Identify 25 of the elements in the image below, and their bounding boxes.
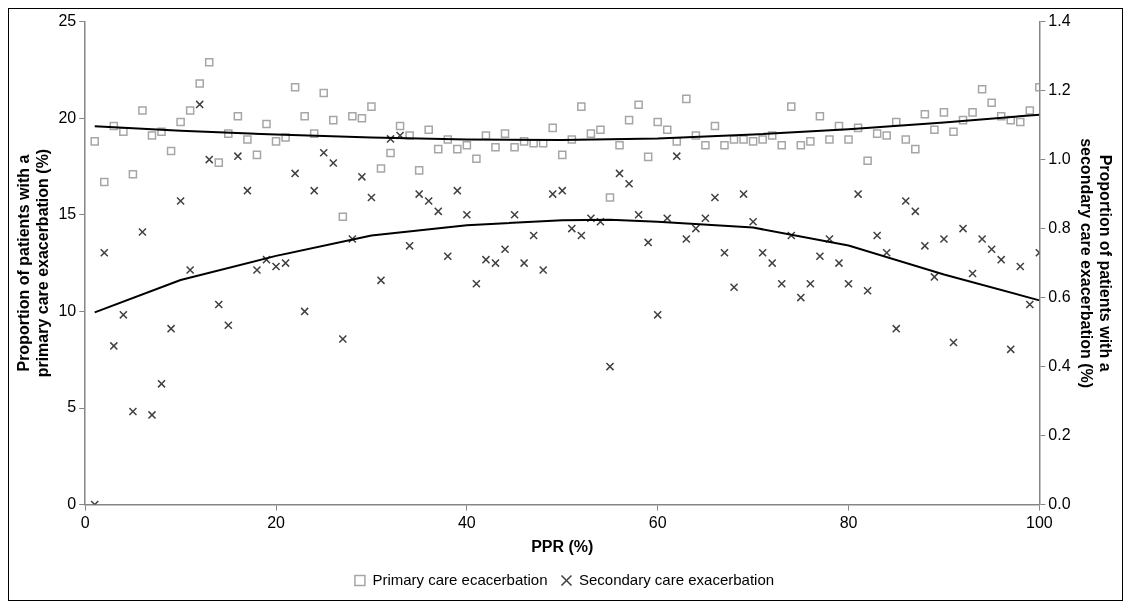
y2-tick-label: 0.0 — [1048, 495, 1071, 513]
x-tick-label: 20 — [267, 513, 286, 531]
legend-label: Primary care ecacerbation — [372, 570, 548, 588]
legend-label: Secondary care exacerbation — [578, 570, 775, 588]
y2-tick-label: 1.2 — [1048, 81, 1071, 99]
x-tick-label: 0 — [80, 513, 90, 531]
y-tick-label: 20 — [58, 108, 77, 126]
y-tick-label: 0 — [67, 495, 77, 513]
y2-tick-label: 1.0 — [1048, 150, 1071, 168]
y2-tick-label: 1.4 — [1048, 12, 1071, 30]
y2-tick-label: 0.6 — [1048, 288, 1071, 306]
y2-axis-title: Proportion of patients with a secondary care exacerbation (%) — [1077, 138, 1114, 389]
y-tick-label: 15 — [58, 205, 77, 223]
x-tick-label: 100 — [1026, 513, 1053, 531]
x-tick-label: 80 — [839, 513, 858, 531]
x-tick-label: 60 — [648, 513, 667, 531]
x-axis-title: PPR (%) — [531, 537, 594, 555]
y-tick-label: 5 — [67, 398, 77, 416]
y-axis-title: Proportion of patients with a primary care exacerbation (%) — [15, 148, 52, 378]
y2-tick-label: 0.4 — [1048, 357, 1071, 375]
y2-tick-label: 0.8 — [1048, 219, 1071, 237]
y-tick-label: 25 — [58, 12, 77, 30]
y2-tick-label: 0.2 — [1048, 426, 1071, 444]
x-tick-label: 40 — [457, 513, 476, 531]
y-tick-label: 10 — [58, 301, 77, 319]
